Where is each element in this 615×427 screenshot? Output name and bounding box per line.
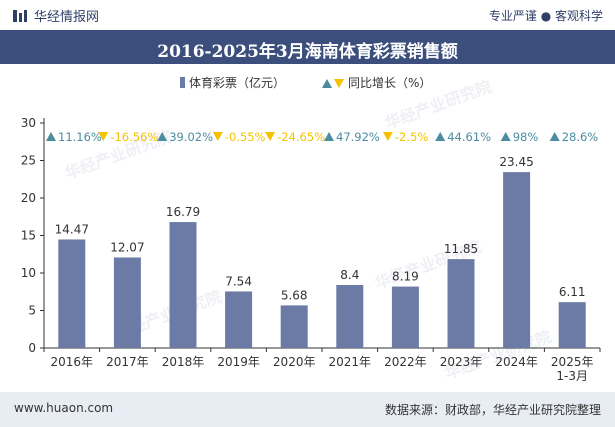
bar-value-label: 6.11 [559, 285, 586, 299]
title-bar [0, 30, 615, 64]
x-tick-label: 2021年 [329, 355, 372, 369]
bar-value-label: 14.47 [55, 222, 89, 236]
growth-up-triangle-icon [435, 132, 446, 141]
y-tick-label: 10 [21, 266, 36, 280]
growth-value-label: 98% [513, 130, 539, 144]
bar [113, 257, 141, 348]
x-tick-label: 2023年 [440, 355, 483, 369]
bar-value-label: 8.4 [340, 268, 359, 282]
growth-up-triangle-icon [500, 132, 511, 141]
bar [447, 259, 475, 348]
tagline: 专业严谨 ● 客观科学 [488, 9, 603, 23]
chart-title: 2016-2025年3月海南体育彩票销售额 [157, 42, 458, 62]
growth-value-label: 47.92% [336, 130, 380, 144]
growth-value-label: 11.16% [58, 130, 102, 144]
bar-value-label: 11.85 [444, 242, 478, 256]
x-tick-label: 2017年 [106, 355, 149, 369]
y-tick-label: 20 [21, 191, 36, 205]
growth-value-label: -16.56% [110, 130, 158, 144]
site-url: www.huaon.com [14, 401, 114, 415]
logo-icon [13, 9, 27, 22]
bar-value-label: 16.79 [166, 205, 200, 219]
bar [503, 172, 531, 348]
x-tick-label: 2022年 [384, 355, 427, 369]
growth-up-triangle-icon [46, 132, 56, 141]
legend-up-triangle-icon [322, 79, 332, 88]
growth-value-label: 28.6% [562, 130, 599, 144]
legend-bar-swatch [180, 77, 185, 88]
growth-down-triangle-icon [212, 132, 223, 141]
growth-down-triangle-icon [98, 132, 109, 141]
x-tick-label: 2019年 [217, 355, 260, 369]
x-tick-label: 1-3月 [556, 369, 588, 383]
bar [558, 302, 586, 348]
brand-name: 华经情报网 [34, 10, 100, 25]
growth-value-label: -2.5% [395, 130, 428, 144]
bar [58, 239, 86, 348]
x-tick-label: 2018年 [162, 355, 205, 369]
legend-growth-label: 同比增长（%） [348, 76, 431, 90]
x-tick-label: 2025年 [551, 355, 594, 369]
legend-bar-label: 体育彩票（亿元） [189, 75, 285, 90]
bar [336, 285, 364, 348]
bar [169, 222, 197, 348]
growth-value-label: 44.61% [447, 130, 491, 144]
y-tick-label: 0 [28, 341, 36, 355]
growth-up-triangle-icon [549, 132, 560, 141]
bar-value-label: 5.68 [281, 288, 308, 302]
bar-value-label: 12.07 [110, 240, 144, 254]
growth-down-triangle-icon [382, 132, 393, 141]
growth-value-label: 39.02% [169, 130, 213, 144]
x-tick-label: 2020年 [273, 355, 316, 369]
growth-value-label: -24.65% [277, 130, 325, 144]
y-tick-label: 15 [21, 229, 36, 243]
footer-bar [0, 392, 615, 427]
bar [225, 291, 253, 348]
brand: 华经情报网 [12, 6, 99, 25]
bar-value-label: 23.45 [499, 155, 533, 169]
y-tick-label: 25 [21, 154, 36, 168]
legend-down-triangle-icon [334, 79, 344, 88]
top-bar [0, 0, 615, 30]
y-tick-label: 30 [21, 116, 36, 130]
growth-value-label: -0.55% [225, 130, 266, 144]
data-source: 数据来源：财政部，华经产业研究院整理 [384, 403, 601, 417]
growth-up-triangle-icon [157, 132, 168, 141]
x-tick-label: 2016年 [51, 355, 94, 369]
bar [391, 286, 419, 348]
bar [280, 305, 308, 348]
y-tick-label: 5 [28, 304, 36, 318]
bar-value-label: 8.19 [392, 270, 419, 284]
growth-down-triangle-icon [265, 132, 276, 141]
growth-up-triangle-icon [324, 132, 334, 141]
bar-value-label: 7.54 [225, 274, 252, 288]
x-tick-label: 2024年 [495, 355, 538, 369]
